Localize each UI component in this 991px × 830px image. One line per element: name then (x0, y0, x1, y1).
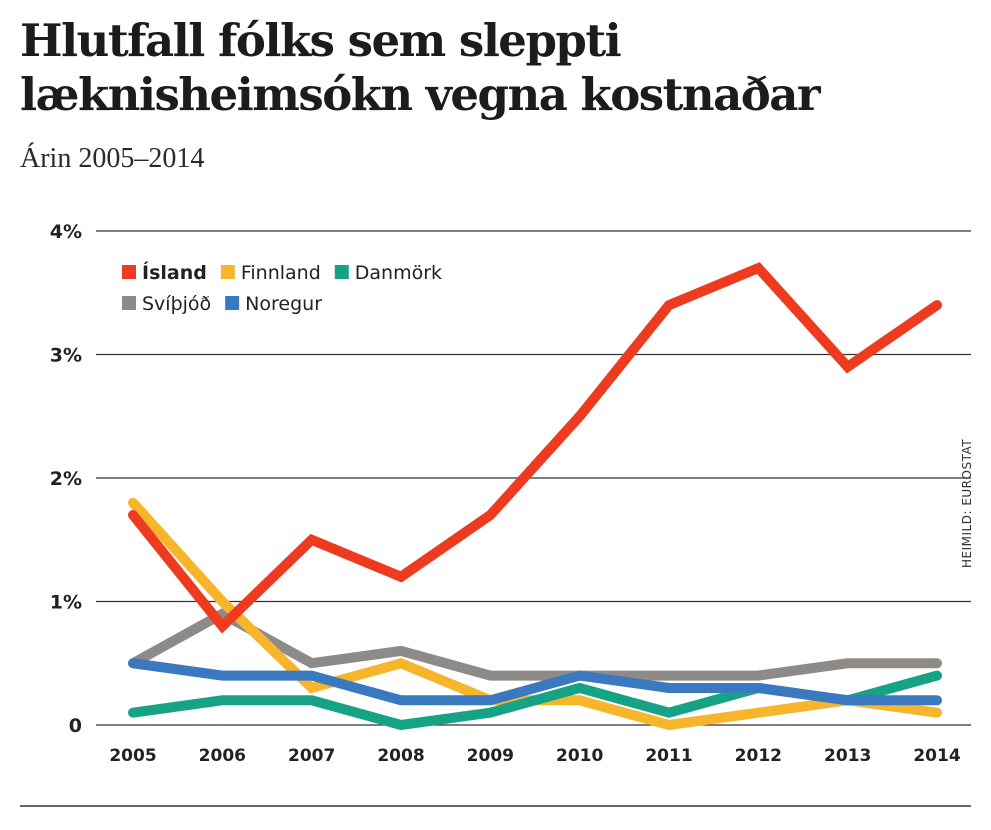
x-tick-label: 2014 (913, 746, 960, 766)
x-tick-label: 2007 (288, 746, 335, 766)
legend-label: Ísland (142, 261, 207, 284)
x-tick-label: 2010 (556, 746, 603, 766)
chart-title: Hlutfall fólks sem sleppti læknisheimsók… (20, 14, 821, 121)
legend-label: Svíþjóð (142, 293, 211, 315)
x-tick-label: 2008 (377, 746, 424, 766)
legend-swatch (220, 265, 235, 279)
x-axis-ticks: 2005 2006 2007 2008 2009 2010 2011 2012 2013 2014 (109, 746, 960, 766)
x-tick-label: 2005 (109, 746, 156, 766)
x-tick-label: 2009 (467, 746, 514, 766)
legend-label: Noregur (245, 293, 322, 315)
y-tick-label: 1% (50, 592, 82, 614)
legend-label: Finnland (241, 262, 321, 284)
series-line-3 (128, 658, 942, 706)
legend-swatch (122, 296, 136, 310)
y-tick-label: 4% (50, 221, 82, 243)
series-line-4 (128, 262, 942, 634)
y-tick-label: 0 (69, 715, 82, 737)
legend-swatch (122, 265, 136, 279)
series-lines (128, 262, 942, 731)
x-tick-label: 2013 (824, 746, 871, 766)
series-line-0 (128, 608, 942, 681)
x-tick-label: 2012 (735, 746, 782, 766)
source-label: HEIMILD: EUROSTAT (960, 439, 974, 568)
x-tick-label: 2006 (199, 746, 246, 766)
chart-subtitle: Árin 2005–2014 (20, 143, 205, 174)
legend-swatch (334, 265, 349, 279)
y-tick-label: 3% (50, 345, 82, 367)
x-tick-label: 2011 (645, 746, 692, 766)
legend-swatch (225, 296, 240, 310)
y-tick-label: 2% (50, 468, 82, 490)
legend: Ísland Finnland Danmörk Svíþjóð Noregur (122, 261, 442, 315)
legend-label: Danmörk (355, 262, 442, 284)
y-axis-ticks: 0 1% 2% 3% 4% (50, 221, 82, 737)
